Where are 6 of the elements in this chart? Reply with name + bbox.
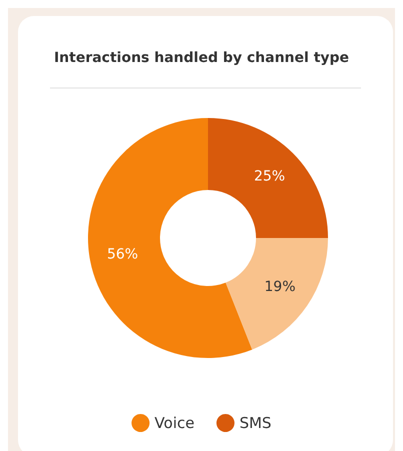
legend-label: SMS [239,414,272,432]
data-label: 56% [106,246,138,262]
legend-label: Voice [154,414,194,432]
data-label: 25% [254,168,286,184]
chart-title: Interactions handled by channel type [54,50,350,66]
data-label: 19% [264,278,296,295]
